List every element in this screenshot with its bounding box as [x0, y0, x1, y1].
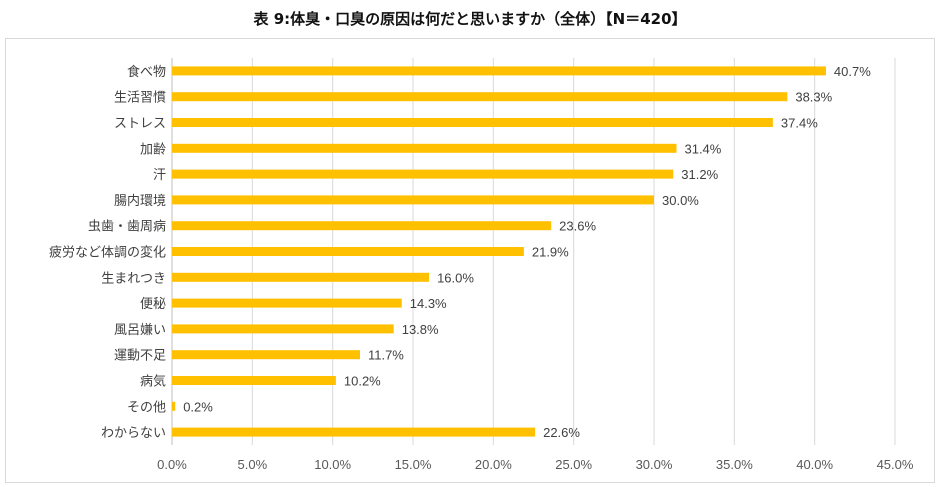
category-label: 汗	[153, 168, 166, 183]
x-tick-label: 10.0%	[314, 457, 351, 472]
bar	[172, 143, 677, 153]
bar	[172, 298, 402, 308]
category-label: 食べ物	[127, 64, 166, 80]
category-label: その他	[127, 400, 166, 415]
data-label: 16.0%	[437, 270, 474, 285]
category-label: 風呂嫌い	[114, 323, 166, 338]
data-label: 38.3%	[795, 90, 832, 105]
bar	[172, 401, 176, 411]
bar	[172, 427, 536, 437]
bar	[172, 169, 674, 179]
category-label: 虫歯・歯周病	[88, 220, 166, 235]
data-label: 14.3%	[410, 296, 447, 311]
chart-area-border	[5, 38, 935, 483]
bar	[172, 350, 360, 360]
x-tick-label: 30.0%	[636, 457, 673, 472]
data-label: 23.6%	[559, 219, 596, 234]
x-tick-labels: 0.0% 5.0% 10.0% 15.0% 20.0% 25.0% 30.0% 35.0% 40…	[157, 457, 914, 472]
bar	[172, 376, 336, 385]
category-label: 疲労など体調の変化	[49, 245, 166, 261]
bar	[172, 247, 524, 256]
data-label: 13.8%	[402, 322, 439, 337]
category-label: 生まれつき	[101, 271, 166, 286]
bar	[172, 221, 552, 231]
data-label: 37.4%	[781, 116, 818, 131]
bar	[172, 118, 773, 127]
x-tick-label: 40.0%	[796, 457, 833, 472]
bar	[172, 324, 394, 334]
x-tick-label: 35.0%	[716, 457, 753, 472]
category-labels: 食べ物生活習慣ストレス加齢汗腸内環境虫歯・歯周病疲労など体調の変化生まれつき便秘…	[49, 64, 166, 441]
bar	[172, 92, 788, 102]
bars	[172, 66, 826, 437]
category-label: わからない	[101, 426, 166, 441]
x-tick-label: 0.0%	[157, 457, 187, 472]
category-label: 運動不足	[114, 349, 166, 364]
category-label: 便秘	[140, 297, 166, 312]
x-tick-label: 45.0%	[877, 457, 914, 472]
data-label: 40.7%	[834, 64, 871, 79]
category-label: ストレス	[114, 117, 166, 132]
bar	[172, 195, 654, 205]
category-label: 腸内環境	[114, 193, 166, 209]
x-tick-label: 25.0%	[555, 457, 592, 472]
x-tick-label: 15.0%	[395, 457, 432, 472]
data-label: 11.7%	[368, 348, 404, 363]
x-tick-label: 5.0%	[238, 457, 268, 472]
category-label: 生活習慣	[114, 90, 166, 106]
bar	[172, 66, 826, 76]
data-label: 0.2%	[183, 399, 213, 414]
data-label: 10.2%	[344, 374, 381, 389]
x-tick-label: 20.0%	[475, 457, 512, 472]
data-label: 21.9%	[532, 245, 569, 260]
data-label: 22.6%	[543, 425, 580, 440]
data-label: 31.4%	[684, 141, 721, 156]
value-labels: 40.7%38.3% 37.4% 31.4% 31.2% 30.0% 23.6% 21.9%…	[183, 64, 871, 440]
data-label: 30.0%	[662, 193, 699, 208]
category-label: 加齢	[140, 142, 166, 157]
chart-title: 表 9:体臭・口臭の原因は何だと思いますか（全体）【N＝420】	[253, 10, 687, 28]
bar	[172, 272, 430, 282]
data-label: 31.2%	[681, 167, 718, 182]
category-label: 病気	[140, 374, 166, 390]
